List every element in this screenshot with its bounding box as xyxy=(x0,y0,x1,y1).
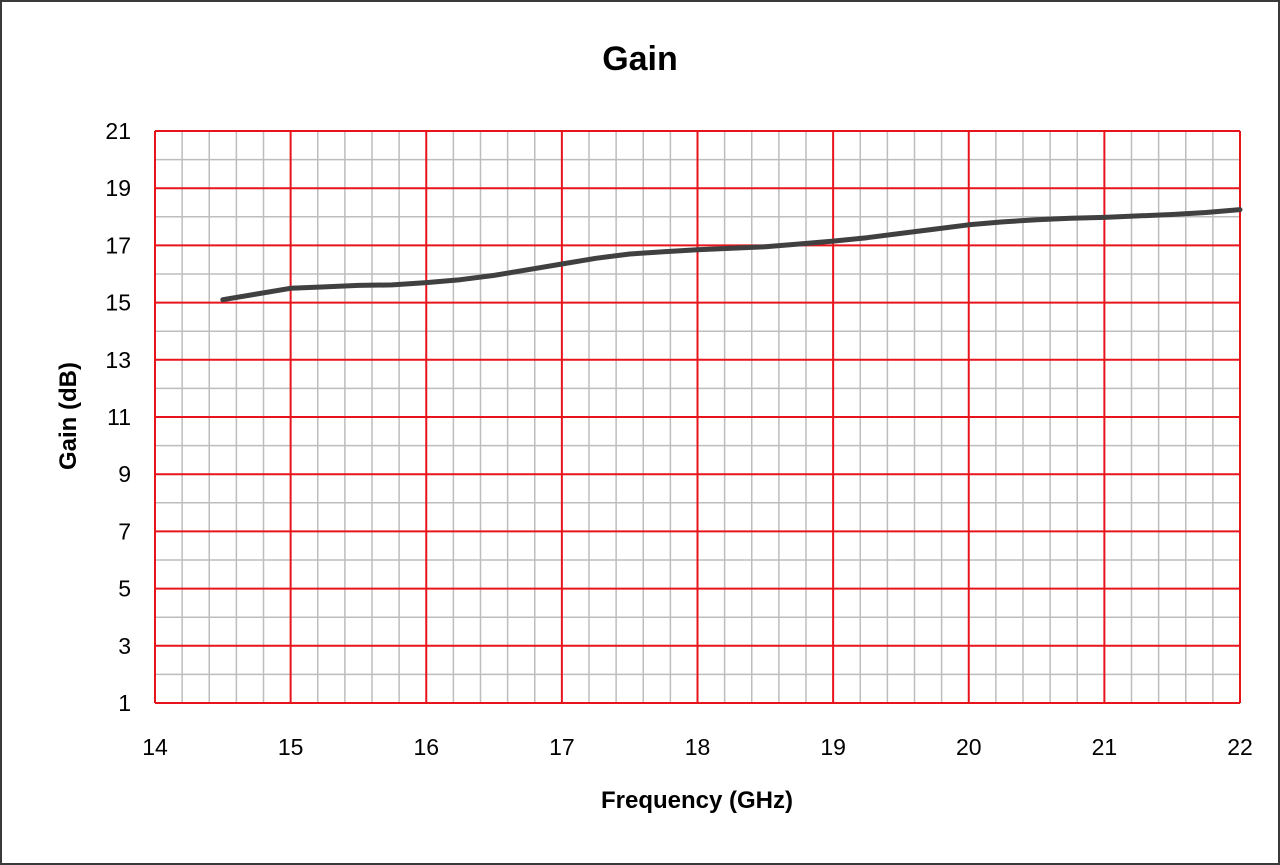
x-tick-label: 14 xyxy=(142,734,168,760)
y-tick-label: 13 xyxy=(105,347,131,373)
x-tick-label: 16 xyxy=(413,734,439,760)
x-axis-label: Frequency (GHz) xyxy=(601,787,793,814)
y-tick-label: 21 xyxy=(105,118,131,144)
major-grid xyxy=(154,130,1241,704)
y-axis-label: Gain (dB) xyxy=(55,362,82,470)
y-tick-label: 9 xyxy=(118,461,131,487)
y-tick-label: 17 xyxy=(105,232,131,258)
y-tick-label: 5 xyxy=(118,576,131,602)
x-tick-label: 17 xyxy=(549,734,575,760)
x-tick-label: 22 xyxy=(1227,734,1253,760)
y-tick-label: 7 xyxy=(118,518,131,544)
y-tick-label: 11 xyxy=(107,404,131,430)
x-tick-labels: 14 15 16 17 18 19 20 21 22 xyxy=(142,734,1253,760)
x-tick-label: 20 xyxy=(956,734,982,760)
y-tick-label: 1 xyxy=(118,690,131,716)
chart-title: Gain xyxy=(602,40,678,78)
x-tick-label: 15 xyxy=(278,734,304,760)
x-tick-label: 18 xyxy=(685,734,711,760)
y-tick-label: 15 xyxy=(105,290,131,316)
gain-series-line xyxy=(220,207,1243,303)
x-tick-label: 19 xyxy=(820,734,846,760)
y-tick-label: 19 xyxy=(105,175,131,201)
x-tick-label: 21 xyxy=(1092,734,1118,760)
y-tick-label: 3 xyxy=(118,633,131,659)
